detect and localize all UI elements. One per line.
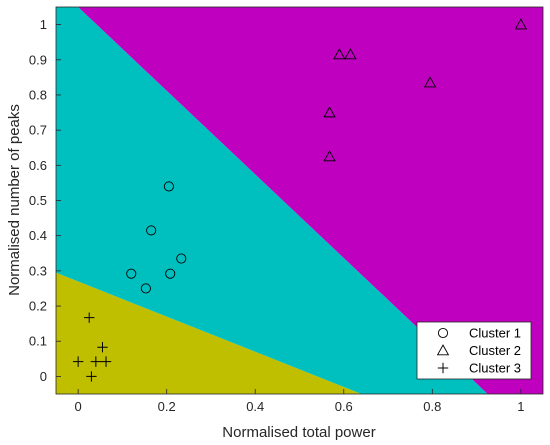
legend-box bbox=[416, 321, 532, 380]
cluster-1-point-4 bbox=[126, 268, 137, 279]
cluster-3-point-2 bbox=[97, 342, 108, 353]
cluster-3-point-1 bbox=[84, 312, 95, 323]
x-tick-label: 0.4 bbox=[246, 399, 264, 414]
y-tick-label: 0.5 bbox=[29, 193, 47, 208]
y-tick-label: 0.2 bbox=[29, 299, 47, 314]
y-tick-label: 0.9 bbox=[29, 52, 47, 67]
y-tick-label: 0.7 bbox=[29, 123, 47, 138]
y-tick-label: 0.3 bbox=[29, 263, 47, 278]
cluster-3-point-4 bbox=[90, 356, 102, 367]
x-axis-ticks: 0 0.2 0.4 0.6 0.8 1 bbox=[75, 389, 524, 414]
y-tick-label: 0.1 bbox=[29, 334, 47, 349]
cluster-2-point-5 bbox=[323, 106, 336, 118]
cluster-2-point-6 bbox=[323, 150, 336, 162]
cluster-2-point-3 bbox=[423, 76, 437, 88]
x-tick-label: 0.8 bbox=[423, 399, 441, 414]
y-tick-label: 0.8 bbox=[29, 87, 47, 102]
cluster-1-point-2 bbox=[146, 225, 157, 236]
y-tick-label: 0.6 bbox=[29, 158, 47, 173]
cluster-3-point-3 bbox=[72, 356, 84, 367]
legend-label-2: Cluster 2 bbox=[469, 343, 521, 358]
x-tick-label: 0.2 bbox=[158, 399, 176, 414]
cluster-2-point-1 bbox=[333, 48, 346, 60]
y-axis-title: Normalised number of peaks bbox=[6, 104, 23, 296]
x-tick-label: 0.6 bbox=[335, 399, 353, 414]
legend-label-3: Cluster 3 bbox=[469, 361, 521, 376]
cluster-3-point-5 bbox=[100, 356, 112, 367]
data-markers bbox=[72, 18, 528, 382]
cluster-1-point-3 bbox=[176, 253, 187, 264]
cluster-1-point-5 bbox=[165, 268, 176, 279]
cluster-3-point-6 bbox=[86, 371, 97, 382]
region-1 bbox=[56, 272, 362, 394]
legend-marker-2 bbox=[436, 344, 450, 356]
cluster-1-point-1 bbox=[163, 181, 174, 192]
x-tick-label: 1 bbox=[517, 399, 524, 414]
legend-marker-3 bbox=[437, 362, 449, 374]
cluster-2-point-4 bbox=[514, 18, 528, 30]
decision-regions bbox=[56, 7, 543, 394]
legend-marker-1 bbox=[437, 327, 449, 339]
x-tick-label: 0 bbox=[75, 399, 82, 414]
cluster-1-point-6 bbox=[140, 283, 151, 294]
region-2 bbox=[56, 7, 488, 394]
cluster-2-point-2 bbox=[344, 48, 357, 60]
legend-label-1: Cluster 1 bbox=[469, 326, 521, 341]
legend: Cluster 1 Cluster 2 Cluster 3 bbox=[416, 321, 532, 380]
y-tick-label: 0 bbox=[40, 369, 47, 384]
x-axis-title: Normalised total power bbox=[222, 424, 375, 441]
y-tick-label: 0.4 bbox=[29, 228, 47, 243]
y-tick-label: 1 bbox=[40, 17, 47, 32]
y-axis-ticks: 0 0.1 0.2 0.3 0.4 0.5 0.6 0.7 0.8 0.9 1 bbox=[29, 17, 61, 384]
region-3 bbox=[78, 7, 543, 394]
